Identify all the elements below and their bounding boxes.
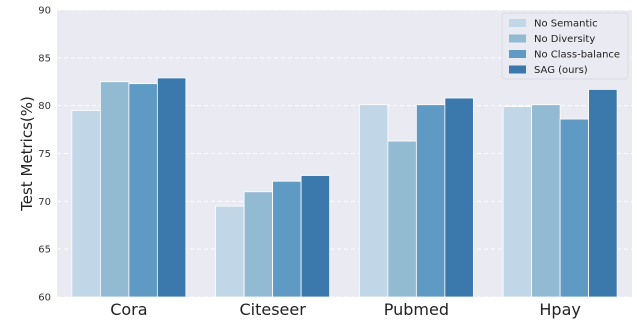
- bar: [156, 77, 187, 298]
- y-axis-ticks: 60 65 70 75 80 85 90: [38, 6, 51, 304]
- legend-label: SAG (ours): [534, 65, 588, 76]
- y-tick-label: 60: [38, 293, 51, 304]
- bar: [272, 180, 302, 298]
- bar: [243, 191, 274, 298]
- bar: [215, 205, 245, 298]
- bar: [559, 118, 590, 298]
- legend: No Semantic No Diversity No Class-balance S…: [501, 12, 629, 80]
- bar: [415, 104, 446, 298]
- legend-label: No Semantic: [534, 19, 598, 30]
- bar: [128, 83, 158, 298]
- bar: [387, 140, 417, 298]
- legend-box: [501, 12, 629, 80]
- y-tick-label: 90: [38, 6, 51, 17]
- bar: [588, 89, 618, 298]
- x-tick-label: Citeseer: [239, 300, 306, 319]
- legend-swatch: [509, 19, 526, 27]
- y-tick-label: 75: [38, 149, 51, 160]
- bar: [531, 104, 561, 298]
- bar: [71, 110, 101, 298]
- y-tick-label: 85: [38, 53, 51, 64]
- y-tick-label: 70: [38, 197, 51, 208]
- bar: [99, 81, 130, 298]
- bar: [502, 106, 533, 298]
- legend-swatch: [509, 65, 526, 74]
- bar: [444, 97, 474, 298]
- x-axis-ticks: Cora Citeseer Pubmed Hpay: [110, 300, 581, 319]
- bar: [358, 104, 389, 298]
- x-tick-label: Pubmed: [384, 300, 449, 319]
- y-axis-label: Test Metrics(%): [18, 96, 36, 212]
- legend-swatch: [509, 50, 526, 58]
- bar: [300, 175, 331, 298]
- bars: [71, 77, 618, 298]
- legend-label: No Diversity: [534, 34, 595, 45]
- x-tick-label: Hpay: [539, 300, 580, 319]
- y-tick-label: 65: [38, 245, 51, 256]
- legend-swatch: [509, 34, 526, 43]
- legend-label: No Class-balance: [534, 50, 620, 61]
- y-tick-label: 80: [38, 101, 51, 112]
- x-tick-label: Cora: [110, 300, 147, 319]
